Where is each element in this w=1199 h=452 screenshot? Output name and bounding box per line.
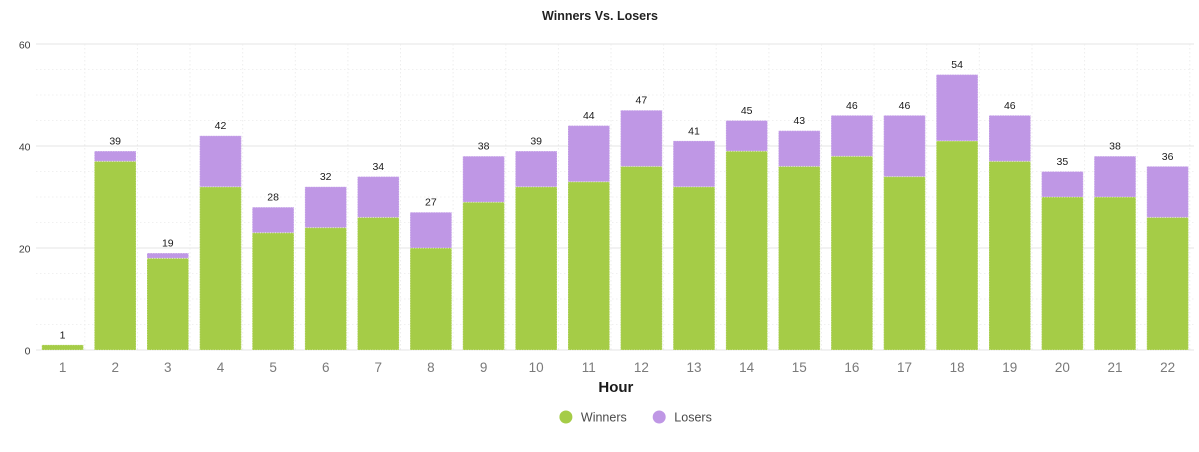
svg-text:19: 19 (162, 238, 174, 250)
svg-text:Losers: Losers (674, 411, 712, 425)
svg-text:38: 38 (1109, 141, 1121, 153)
svg-text:15: 15 (792, 360, 807, 375)
svg-text:39: 39 (530, 136, 542, 148)
svg-text:18: 18 (950, 360, 965, 375)
svg-text:19: 19 (1002, 360, 1017, 375)
svg-text:27: 27 (425, 197, 437, 209)
svg-text:46: 46 (846, 100, 858, 112)
svg-text:13: 13 (686, 360, 701, 375)
svg-text:Winners: Winners (581, 411, 627, 425)
svg-text:21: 21 (1107, 360, 1122, 375)
svg-text:32: 32 (320, 171, 332, 183)
svg-text:12: 12 (634, 360, 649, 375)
svg-text:36: 36 (1162, 151, 1174, 163)
svg-text:47: 47 (636, 95, 648, 107)
svg-text:60: 60 (19, 40, 31, 52)
svg-text:0: 0 (25, 346, 31, 358)
svg-text:41: 41 (688, 125, 700, 137)
svg-text:16: 16 (844, 360, 859, 375)
svg-text:38: 38 (478, 141, 490, 153)
svg-text:22: 22 (1160, 360, 1175, 375)
svg-text:17: 17 (897, 360, 912, 375)
svg-text:2: 2 (111, 360, 119, 375)
svg-text:11: 11 (582, 360, 596, 375)
svg-text:8: 8 (427, 360, 435, 375)
svg-text:3: 3 (164, 360, 172, 375)
svg-text:40: 40 (19, 142, 31, 154)
svg-text:9: 9 (480, 360, 488, 375)
svg-text:4: 4 (217, 360, 225, 375)
svg-text:6: 6 (322, 360, 330, 375)
svg-text:46: 46 (899, 100, 911, 112)
svg-text:44: 44 (583, 110, 595, 122)
svg-text:54: 54 (951, 59, 963, 71)
svg-text:5: 5 (269, 360, 277, 375)
svg-text:10: 10 (529, 360, 544, 375)
svg-text:34: 34 (372, 161, 384, 173)
svg-text:45: 45 (741, 105, 753, 117)
svg-text:42: 42 (215, 120, 227, 132)
svg-text:46: 46 (1004, 100, 1016, 112)
svg-text:Winners Vs. Losers: Winners Vs. Losers (542, 9, 658, 23)
svg-text:39: 39 (109, 136, 121, 148)
svg-text:35: 35 (1057, 156, 1069, 168)
svg-text:7: 7 (375, 360, 383, 375)
svg-text:Hour: Hour (598, 379, 633, 396)
svg-text:20: 20 (19, 244, 31, 256)
svg-text:28: 28 (267, 192, 279, 204)
svg-text:14: 14 (739, 360, 755, 375)
svg-text:1: 1 (60, 329, 66, 341)
svg-text:43: 43 (793, 115, 805, 127)
svg-text:20: 20 (1055, 360, 1070, 375)
svg-text:1: 1 (59, 360, 67, 375)
